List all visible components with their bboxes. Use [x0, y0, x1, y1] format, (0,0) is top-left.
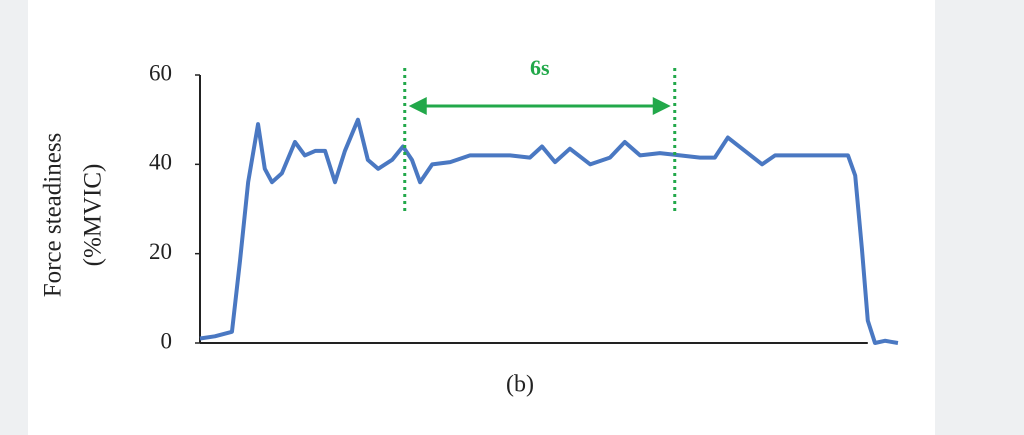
arrow-head — [408, 97, 427, 115]
y-axis-label: (%MVIC) — [80, 164, 107, 267]
y-tick-label: 20 — [149, 239, 172, 264]
caption: (b) — [506, 372, 534, 398]
y-tick-label: 0 — [161, 328, 173, 353]
panel — [28, 0, 935, 435]
arrow-head — [652, 97, 671, 115]
y-tick-label: 40 — [149, 150, 172, 175]
data-line — [199, 117, 899, 345]
y-tick-label: 60 — [149, 60, 172, 85]
annotation-label: 6s — [530, 55, 550, 80]
y-axis-label: Force steadiness — [40, 133, 67, 298]
